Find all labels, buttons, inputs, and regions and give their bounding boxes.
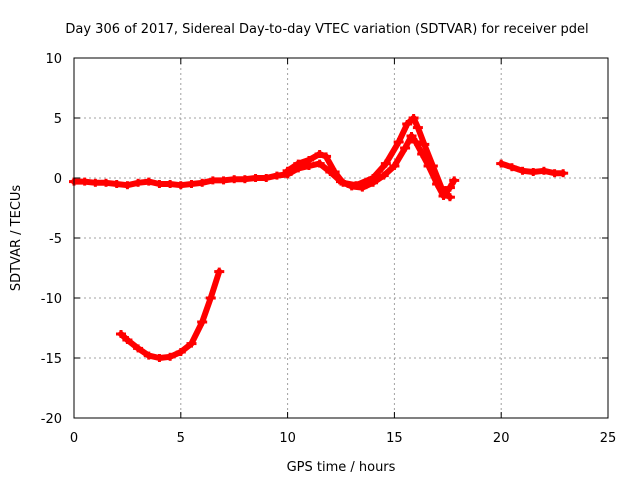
y-tick-label: -20 xyxy=(41,412,62,427)
series-upper-branch xyxy=(282,114,455,202)
ticks: 0 5 10 15 20 25 -20 -15 -10 -5 0 5 10 xyxy=(41,52,617,446)
x-axis-label: GPS time / hours xyxy=(287,460,396,475)
x-tick-label: 0 xyxy=(70,431,78,446)
series-low-arc xyxy=(115,267,225,362)
series-line xyxy=(284,115,453,201)
x-tick-label: 5 xyxy=(177,431,185,446)
x-tick-label: 20 xyxy=(493,431,510,446)
y-tick-label: -5 xyxy=(49,232,62,247)
series-layer xyxy=(69,114,569,362)
series-late-segment xyxy=(496,159,569,178)
y-tick-label: 0 xyxy=(54,172,62,187)
x-tick-label: 15 xyxy=(386,431,403,446)
series-line xyxy=(498,160,567,177)
y-tick-label: 10 xyxy=(45,52,62,67)
chart-title: Day 306 of 2017, Sidereal Day-to-day VTE… xyxy=(65,22,588,37)
y-axis-label: SDTVAR / TECUs xyxy=(9,185,24,292)
y-tick-label: 5 xyxy=(54,112,62,127)
series-line xyxy=(118,268,223,361)
series-line xyxy=(71,133,458,199)
x-tick-label: 10 xyxy=(279,431,296,446)
x-tick-label: 25 xyxy=(600,431,617,446)
y-tick-label: -15 xyxy=(41,352,62,367)
y-tick-label: -10 xyxy=(41,292,62,307)
